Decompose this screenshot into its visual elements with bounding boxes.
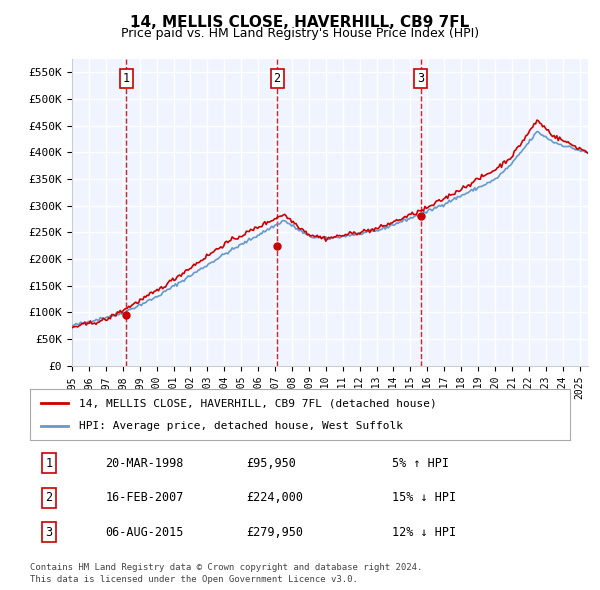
- Text: £95,950: £95,950: [246, 457, 296, 470]
- Text: 3: 3: [46, 526, 52, 539]
- Text: 06-AUG-2015: 06-AUG-2015: [106, 526, 184, 539]
- Text: 2: 2: [46, 491, 52, 504]
- Text: 1: 1: [123, 73, 130, 86]
- Text: Contains HM Land Registry data © Crown copyright and database right 2024.: Contains HM Land Registry data © Crown c…: [30, 563, 422, 572]
- Text: £279,950: £279,950: [246, 526, 303, 539]
- Text: 20-MAR-1998: 20-MAR-1998: [106, 457, 184, 470]
- Text: 1: 1: [46, 457, 52, 470]
- Text: 16-FEB-2007: 16-FEB-2007: [106, 491, 184, 504]
- Text: 12% ↓ HPI: 12% ↓ HPI: [392, 526, 456, 539]
- Text: 3: 3: [417, 73, 424, 86]
- Text: 2: 2: [274, 73, 281, 86]
- Text: 5% ↑ HPI: 5% ↑ HPI: [392, 457, 449, 470]
- Text: £224,000: £224,000: [246, 491, 303, 504]
- Text: This data is licensed under the Open Government Licence v3.0.: This data is licensed under the Open Gov…: [30, 575, 358, 584]
- Text: HPI: Average price, detached house, West Suffolk: HPI: Average price, detached house, West…: [79, 421, 403, 431]
- Text: 15% ↓ HPI: 15% ↓ HPI: [392, 491, 456, 504]
- Text: 14, MELLIS CLOSE, HAVERHILL, CB9 7FL (detached house): 14, MELLIS CLOSE, HAVERHILL, CB9 7FL (de…: [79, 398, 436, 408]
- Text: Price paid vs. HM Land Registry's House Price Index (HPI): Price paid vs. HM Land Registry's House …: [121, 27, 479, 40]
- Text: 14, MELLIS CLOSE, HAVERHILL, CB9 7FL: 14, MELLIS CLOSE, HAVERHILL, CB9 7FL: [130, 15, 470, 30]
